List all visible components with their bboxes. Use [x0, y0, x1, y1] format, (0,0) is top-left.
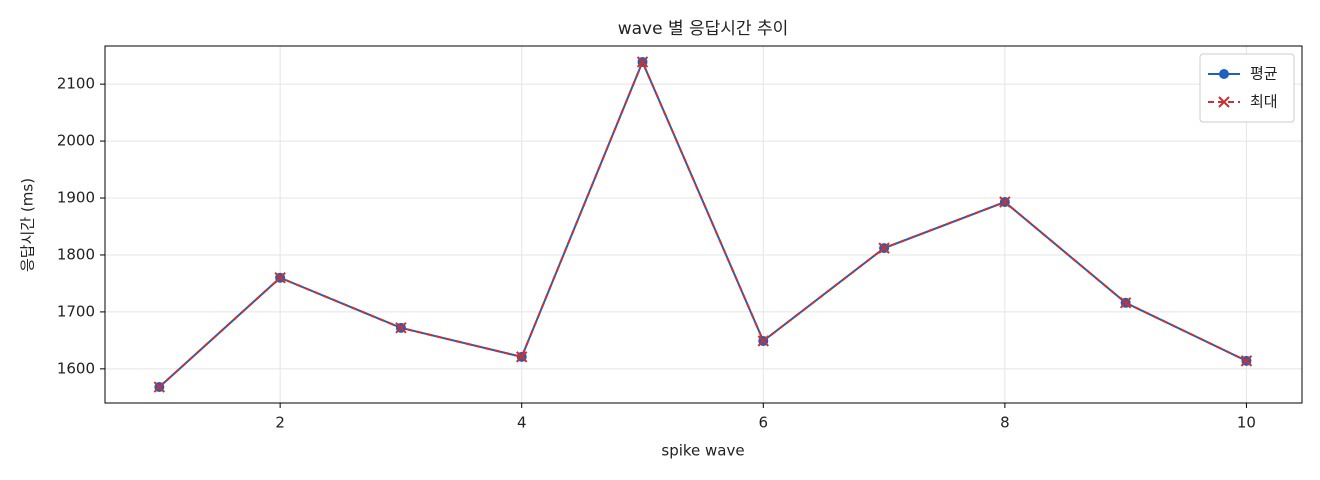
- marker-shape: [757, 335, 769, 347]
- line: [158, 59, 1247, 388]
- marker: [516, 351, 528, 363]
- y-tick-label: 1800: [57, 245, 95, 263]
- marker-shape: [1240, 355, 1253, 367]
- y-axis-label: 응답시간 (ms): [19, 178, 37, 272]
- marker-shape: [1119, 297, 1132, 309]
- marker-shape: [1218, 96, 1230, 108]
- marker-shape: [878, 242, 890, 254]
- marker: [1119, 297, 1132, 309]
- x-tick-label: 10: [1237, 414, 1256, 432]
- legend-label: 평균: [1250, 65, 1278, 83]
- marker-shape: [395, 322, 407, 334]
- marker: [395, 322, 407, 334]
- marker-shape: [274, 272, 286, 284]
- marker-shape: [153, 381, 166, 393]
- marker: [1218, 96, 1230, 108]
- y-tick-label: 2000: [57, 132, 95, 150]
- marker-shape: [636, 56, 649, 68]
- plot-frame: [104, 45, 1303, 404]
- marker: [153, 381, 166, 393]
- chart-title: wave 별 응답시간 추이: [618, 19, 789, 39]
- x-tick-label: 4: [517, 414, 527, 432]
- marker: [636, 56, 649, 68]
- marker: [274, 272, 286, 284]
- y-tick-label: 1700: [57, 302, 95, 320]
- legend-box: [1199, 53, 1295, 123]
- marker: [1219, 69, 1229, 79]
- x-tick-label: 2: [275, 414, 285, 432]
- marker: [1240, 355, 1253, 367]
- y-tick-label: 1900: [57, 189, 95, 207]
- marker-shape: [999, 196, 1011, 208]
- x-axis-label: spike wave: [661, 442, 744, 460]
- marker: [999, 196, 1011, 208]
- y-tick-label: 2100: [57, 75, 95, 93]
- legend-label: 최대: [1250, 93, 1278, 111]
- x-tick-label: 6: [759, 414, 769, 432]
- y-tick-label: 1600: [57, 359, 95, 377]
- marker-shape: [516, 351, 528, 363]
- x-tick-label: 8: [1000, 414, 1010, 432]
- marker: [878, 242, 890, 254]
- line: [158, 59, 1247, 388]
- marker: [757, 335, 769, 347]
